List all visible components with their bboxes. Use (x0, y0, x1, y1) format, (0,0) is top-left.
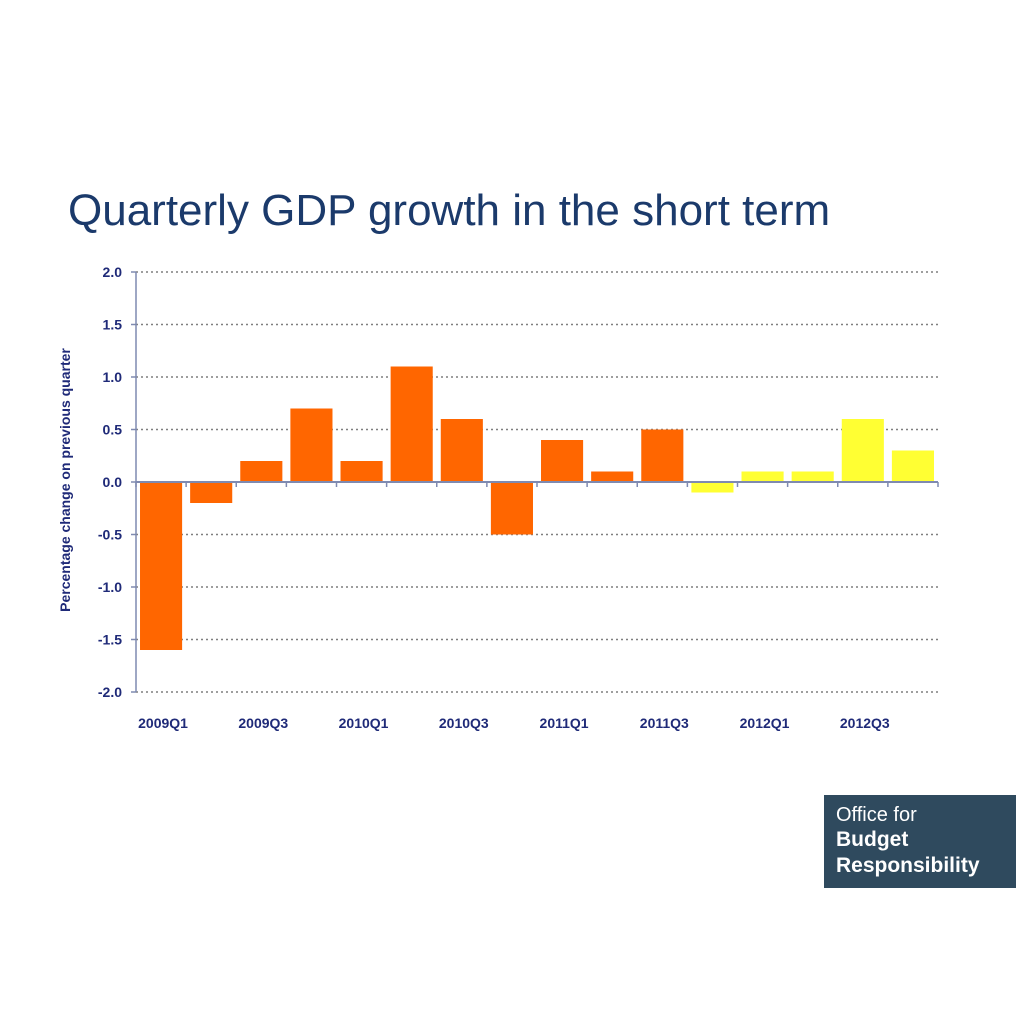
y-tick-label: -1.5 (98, 632, 122, 648)
bar-2012q1 (741, 471, 784, 482)
y-tick-label: 1.0 (103, 369, 123, 385)
x-tick-label: 2009Q1 (138, 715, 188, 731)
y-tick-label: -1.0 (98, 579, 122, 595)
y-tick-label: 0.0 (103, 474, 123, 490)
x-tick-label: 2011Q1 (540, 715, 589, 731)
bar-2009q1 (140, 482, 183, 650)
logo-line-1: Office for (836, 804, 917, 826)
bar-2011q2 (591, 471, 634, 482)
logo-line-3: Responsibility (836, 854, 980, 877)
bar-2010q1 (340, 461, 383, 482)
bar-2012q2 (791, 471, 834, 482)
bar-2012q4 (891, 450, 934, 482)
bar-2010q2 (390, 366, 433, 482)
chart-title: Quarterly GDP growth in the short term (68, 186, 831, 235)
bar-2010q4 (490, 482, 533, 535)
obr-logo: Office for Budget Responsibility (824, 795, 1016, 888)
bar-2012q3 (841, 419, 884, 482)
logo-line-2: Budget (836, 828, 909, 851)
y-axis-title: Percentage change on previous quarter (57, 348, 73, 612)
bar-2010q3 (440, 419, 483, 482)
y-tick-label: 1.5 (103, 317, 123, 333)
bar-2009q2 (190, 482, 233, 503)
x-tick-label: 2012Q1 (740, 715, 790, 731)
x-tick-label: 2012Q3 (840, 715, 890, 731)
y-tick-label: 0.5 (103, 422, 123, 438)
bar-2009q4 (290, 408, 333, 482)
y-tick-label: 2.0 (103, 264, 123, 280)
bar-2011q4 (691, 482, 734, 493)
bar-2011q1 (541, 440, 584, 482)
x-tick-label: 2009Q3 (238, 715, 288, 731)
y-tick-label: -2.0 (98, 684, 122, 700)
x-tick-label: 2010Q1 (339, 715, 389, 731)
y-tick-label: -0.5 (98, 527, 122, 543)
bar-2011q3 (641, 429, 684, 482)
bar-2009q3 (240, 461, 283, 482)
x-tick-label: 2011Q3 (640, 715, 689, 731)
x-tick-label: 2010Q3 (439, 715, 489, 731)
